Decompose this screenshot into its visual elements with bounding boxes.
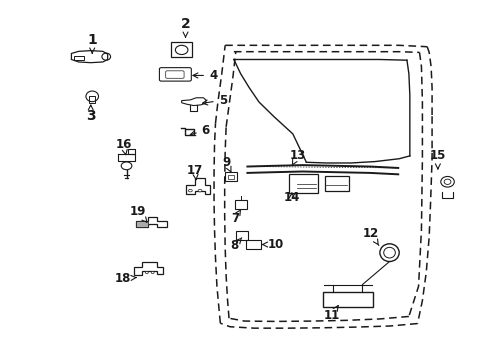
Ellipse shape <box>188 189 192 192</box>
Text: 17: 17 <box>187 163 203 180</box>
Bar <box>136 221 147 227</box>
Bar <box>235 200 247 209</box>
Bar <box>227 175 233 179</box>
Text: 15: 15 <box>429 149 445 169</box>
Bar <box>236 231 248 240</box>
Text: 2: 2 <box>180 17 190 37</box>
Text: 8: 8 <box>230 238 241 252</box>
Text: 4: 4 <box>193 69 217 82</box>
Ellipse shape <box>151 271 154 274</box>
Text: 19: 19 <box>130 206 147 222</box>
Text: 1: 1 <box>87 33 97 53</box>
Text: 5: 5 <box>202 94 226 107</box>
Bar <box>322 292 372 306</box>
Text: 9: 9 <box>222 157 231 172</box>
Bar <box>89 96 95 103</box>
Text: 16: 16 <box>115 138 132 155</box>
Bar <box>289 174 318 193</box>
Text: 3: 3 <box>86 105 95 123</box>
Ellipse shape <box>145 271 148 274</box>
Bar <box>246 240 261 249</box>
Bar <box>171 42 192 57</box>
Text: 13: 13 <box>289 149 305 165</box>
Text: 18: 18 <box>114 272 136 285</box>
Text: 11: 11 <box>323 306 339 322</box>
Ellipse shape <box>198 189 202 192</box>
Text: 10: 10 <box>262 238 284 251</box>
Text: 7: 7 <box>230 210 240 225</box>
Bar <box>224 172 237 181</box>
Text: 12: 12 <box>362 228 379 246</box>
Bar <box>74 55 83 60</box>
Text: 6: 6 <box>190 124 209 137</box>
Text: 14: 14 <box>283 191 300 204</box>
Bar <box>324 176 348 192</box>
